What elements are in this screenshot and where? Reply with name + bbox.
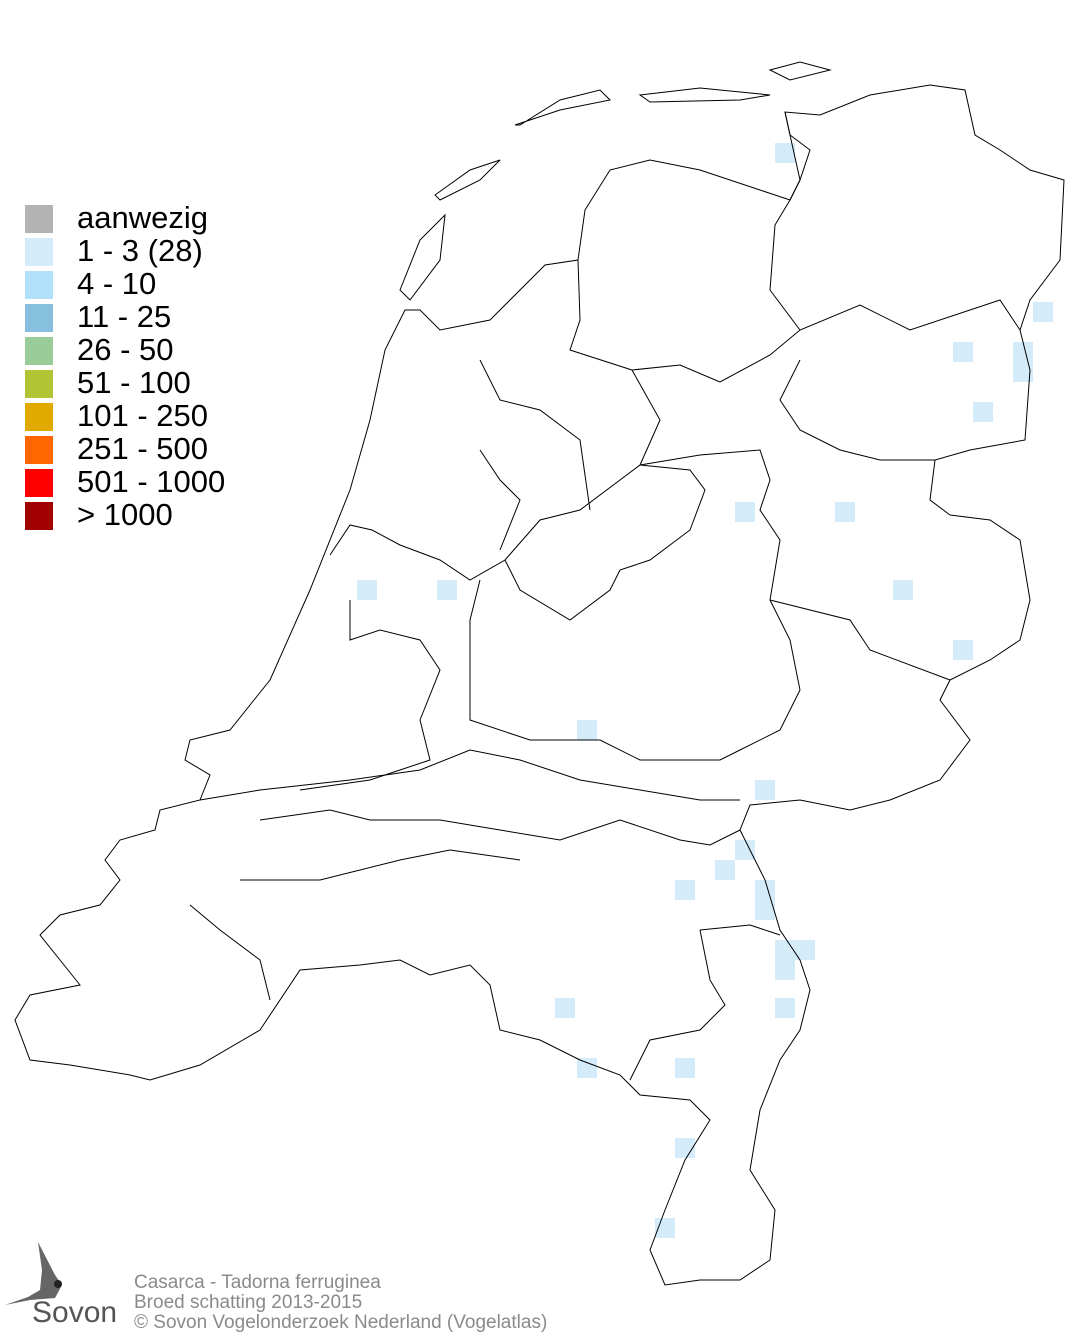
legend-swatch: [25, 205, 53, 233]
legend-swatch: [25, 502, 53, 530]
occupied-cell: [675, 880, 695, 900]
occupied-cell: [1033, 302, 1053, 322]
occupied-cell: [675, 1138, 695, 1158]
map-caption: Casarca - Tadorna ferruginea Broed schat…: [134, 1273, 547, 1333]
occupied-cell: [555, 998, 575, 1018]
occupied-cell: [437, 580, 457, 600]
occupied-cell: [953, 342, 973, 362]
legend-label: 26 - 50: [77, 332, 174, 367]
occupied-cell: [755, 900, 775, 920]
occupied-cell: [675, 1058, 695, 1078]
occupied-cell: [577, 720, 597, 740]
legend-label: > 1000: [77, 497, 173, 532]
legend-swatch: [25, 469, 53, 497]
sovon-logo-text: Sovon: [32, 1296, 118, 1329]
occupied-cell: [1013, 362, 1033, 382]
occupied-cell: [735, 502, 755, 522]
sovon-logo: [5, 1242, 62, 1305]
legend-swatch: [25, 271, 53, 299]
legend-label: 11 - 25: [77, 299, 172, 334]
occupied-cell: [755, 780, 775, 800]
legend-swatch: [25, 403, 53, 431]
occupied-cell: [953, 640, 973, 660]
occupied-cell: [795, 940, 815, 960]
occupied-cell: [1013, 342, 1033, 362]
legend-label: 51 - 100: [77, 365, 191, 400]
occupied-cell: [775, 143, 795, 163]
occupied-cell: [835, 502, 855, 522]
province-boundaries: [14, 61, 1065, 1286]
occupied-cell: [357, 580, 377, 600]
legend-label: 4 - 10: [77, 266, 157, 301]
legend-swatch: [25, 337, 53, 365]
occupied-cell: [735, 840, 755, 860]
legend-swatch: [25, 436, 53, 464]
occupied-cell: [775, 998, 795, 1018]
occupied-cell: [973, 402, 993, 422]
country-outline: [14, 84, 1065, 1286]
occupied-cell: [775, 940, 795, 960]
occupied-cell: [755, 880, 775, 900]
occupied-cell: [715, 860, 735, 880]
legend-label: aanwezig: [77, 200, 208, 235]
legend-label: 1 - 3 (28): [77, 233, 203, 268]
occupied-cell: [893, 580, 913, 600]
occupied-cell: [577, 1058, 597, 1078]
legend-label: 101 - 250: [77, 398, 208, 433]
map-subtitle: Broed schatting 2013-2015: [134, 1292, 363, 1313]
legend-label: 501 - 1000: [77, 464, 226, 499]
species-name: Casarca - Tadorna ferruginea: [134, 1272, 381, 1293]
legend-swatch: [25, 238, 53, 266]
legend-swatch: [25, 370, 53, 398]
legend-label: 251 - 500: [77, 431, 208, 466]
occupied-cells: [357, 143, 1053, 1238]
copyright: © Sovon Vogelonderzoek Nederland (Vogela…: [134, 1312, 548, 1333]
occupied-cell: [775, 960, 795, 980]
legend-swatch: [25, 304, 53, 332]
swallow-icon: [5, 1242, 62, 1305]
